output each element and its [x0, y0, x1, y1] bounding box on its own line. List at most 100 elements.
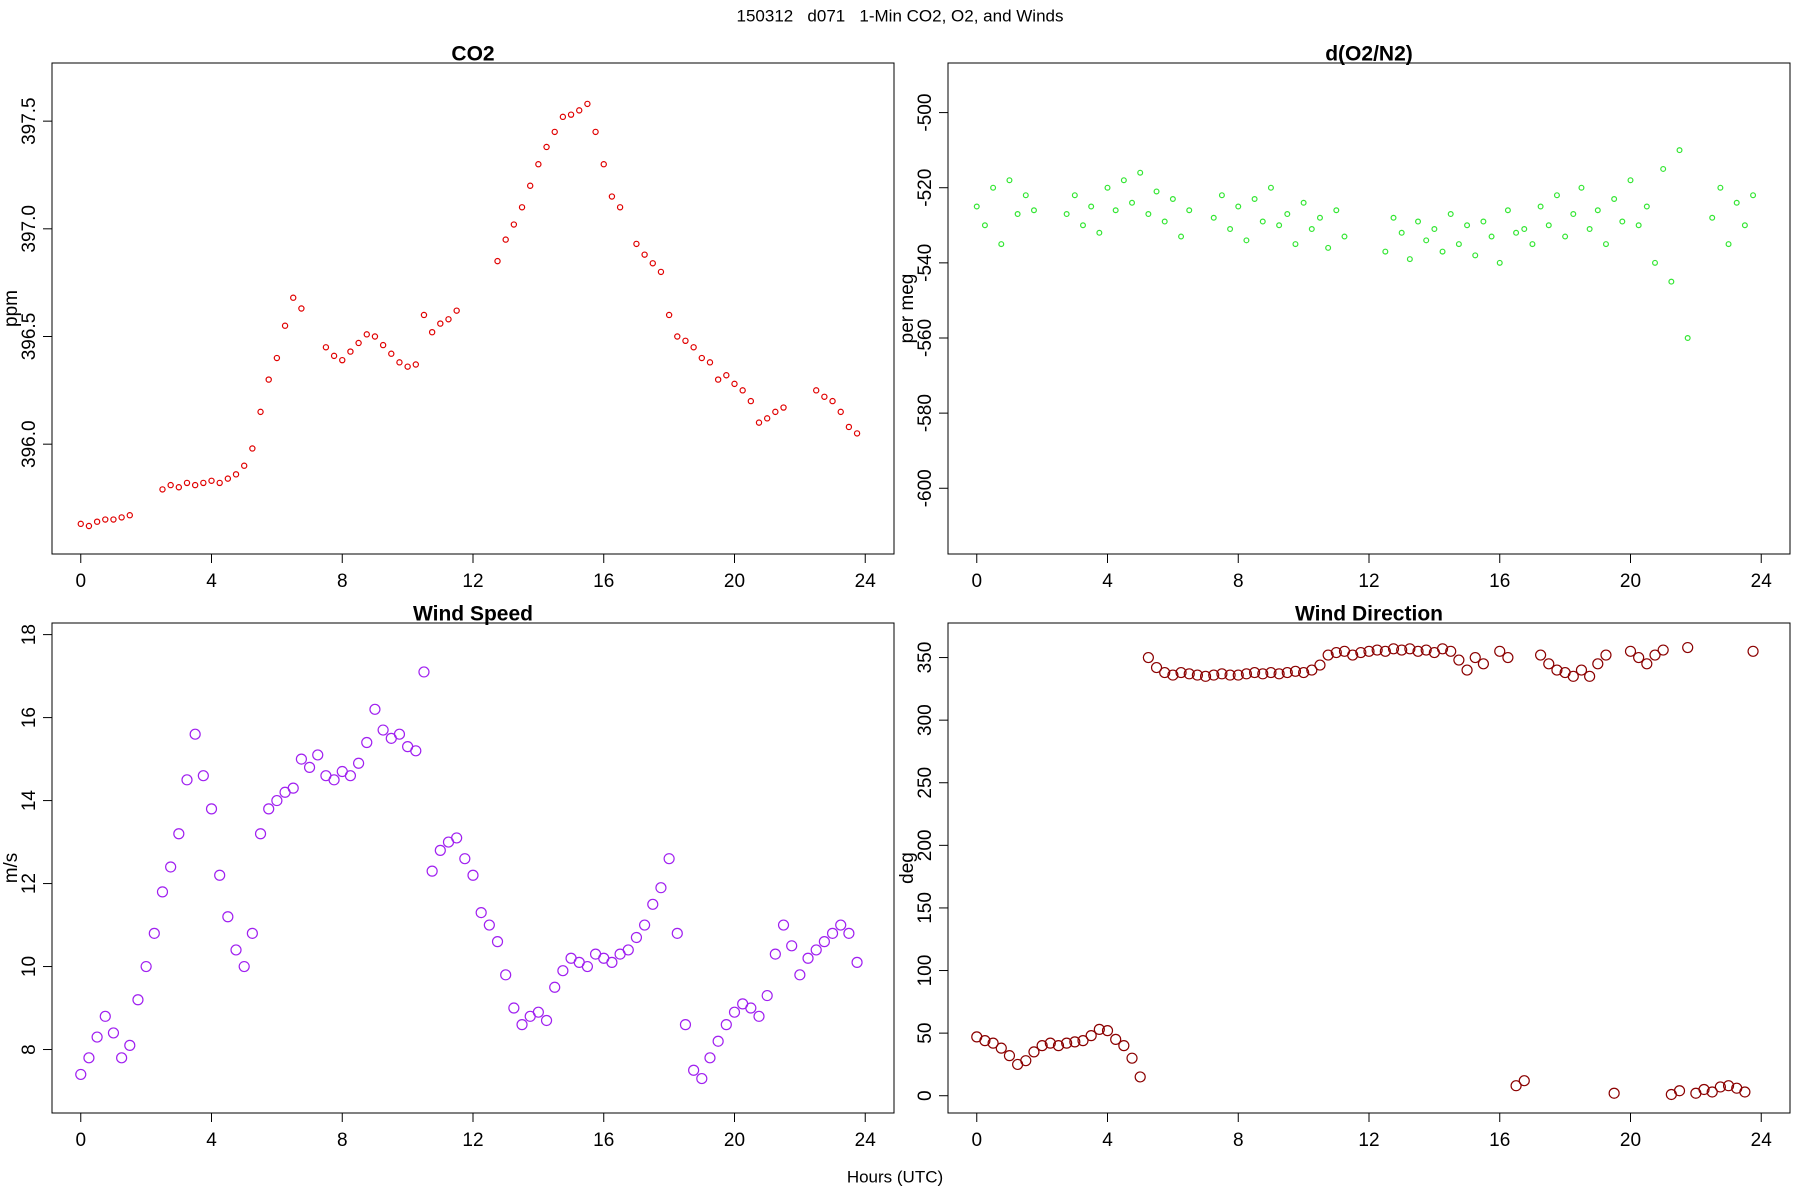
- point: [1518, 1075, 1530, 1087]
- point: [502, 236, 509, 243]
- point: [175, 484, 183, 491]
- point: [1014, 211, 1021, 218]
- point: [682, 337, 689, 345]
- point: [616, 204, 624, 211]
- point: [1240, 668, 1253, 680]
- point: [1186, 207, 1193, 214]
- point: [257, 408, 264, 416]
- point: [990, 184, 997, 191]
- point: [739, 387, 746, 394]
- point: [1257, 668, 1269, 680]
- point: [794, 969, 806, 981]
- point: [393, 728, 406, 740]
- point: [1044, 1037, 1056, 1049]
- y-axis-label: m/s: [1, 853, 22, 884]
- y-tick-label: 397.5: [19, 97, 40, 145]
- point: [1276, 222, 1283, 229]
- point: [1706, 1086, 1718, 1098]
- point: [851, 956, 863, 968]
- x-tick-label: 16: [593, 571, 614, 592]
- point: [459, 853, 471, 865]
- point: [1341, 233, 1348, 240]
- x-tick-label: 12: [462, 1130, 483, 1151]
- point: [1709, 214, 1716, 221]
- point: [696, 1072, 708, 1085]
- point: [688, 1064, 700, 1076]
- point: [451, 832, 463, 844]
- point: [1210, 214, 1217, 221]
- point: [434, 844, 446, 856]
- point: [567, 111, 575, 118]
- point: [1477, 658, 1490, 670]
- point: [1142, 651, 1154, 664]
- point: [508, 1002, 520, 1014]
- point: [835, 919, 847, 931]
- point: [1684, 334, 1691, 341]
- point: [271, 794, 283, 807]
- point: [1504, 207, 1511, 214]
- point: [396, 359, 403, 366]
- point: [1682, 641, 1694, 654]
- y-tick-label: 396.5: [19, 313, 40, 361]
- point: [1079, 222, 1086, 229]
- point: [1167, 669, 1179, 681]
- y-tick-label: 12: [19, 873, 40, 894]
- point: [1325, 244, 1332, 251]
- point: [85, 522, 93, 530]
- point: [1208, 669, 1220, 681]
- point: [110, 516, 117, 523]
- point: [363, 331, 370, 338]
- point: [1061, 1037, 1073, 1049]
- point: [418, 666, 430, 678]
- point: [633, 240, 640, 248]
- point: [745, 1002, 757, 1014]
- y-tick-label: 150: [915, 892, 936, 924]
- x-tick-label: 4: [206, 571, 217, 592]
- point: [467, 869, 479, 881]
- point: [1447, 211, 1454, 218]
- point: [352, 757, 365, 769]
- point: [559, 113, 567, 121]
- point: [355, 339, 362, 347]
- point: [1439, 248, 1446, 255]
- point: [1379, 645, 1391, 657]
- point: [287, 782, 299, 794]
- point: [1633, 651, 1645, 664]
- point: [712, 1035, 724, 1047]
- point: [132, 994, 144, 1006]
- point: [339, 356, 346, 364]
- point: [843, 927, 855, 939]
- point: [75, 1068, 87, 1081]
- point: [981, 222, 988, 229]
- point: [1619, 218, 1626, 225]
- point: [1191, 669, 1203, 681]
- point: [1461, 664, 1473, 676]
- point: [369, 703, 381, 715]
- point: [102, 516, 109, 523]
- point: [1169, 195, 1176, 202]
- point: [377, 724, 389, 736]
- point: [148, 927, 160, 939]
- point: [1415, 218, 1422, 225]
- point: [723, 372, 730, 379]
- point: [420, 311, 428, 319]
- point: [1273, 668, 1285, 680]
- point: [1085, 1030, 1097, 1042]
- y-tick-label: 16: [19, 707, 40, 728]
- point: [641, 251, 648, 258]
- point: [1717, 184, 1724, 191]
- x-tick-label: 20: [1620, 1130, 1641, 1151]
- point: [412, 361, 419, 368]
- point: [786, 940, 798, 952]
- point: [1159, 666, 1171, 679]
- x-tick-label: 0: [971, 1130, 982, 1151]
- panel: d(O2/N2) per meg 0 4 8 12 16 20 24 -600 -580 -560 -5…: [897, 43, 1791, 592]
- point: [371, 333, 379, 340]
- point: [747, 397, 755, 405]
- point: [91, 1031, 103, 1043]
- point: [1036, 1040, 1048, 1052]
- point: [821, 393, 828, 400]
- y-tick-label: 200: [915, 829, 936, 861]
- point: [1543, 658, 1555, 670]
- point: [1314, 659, 1326, 671]
